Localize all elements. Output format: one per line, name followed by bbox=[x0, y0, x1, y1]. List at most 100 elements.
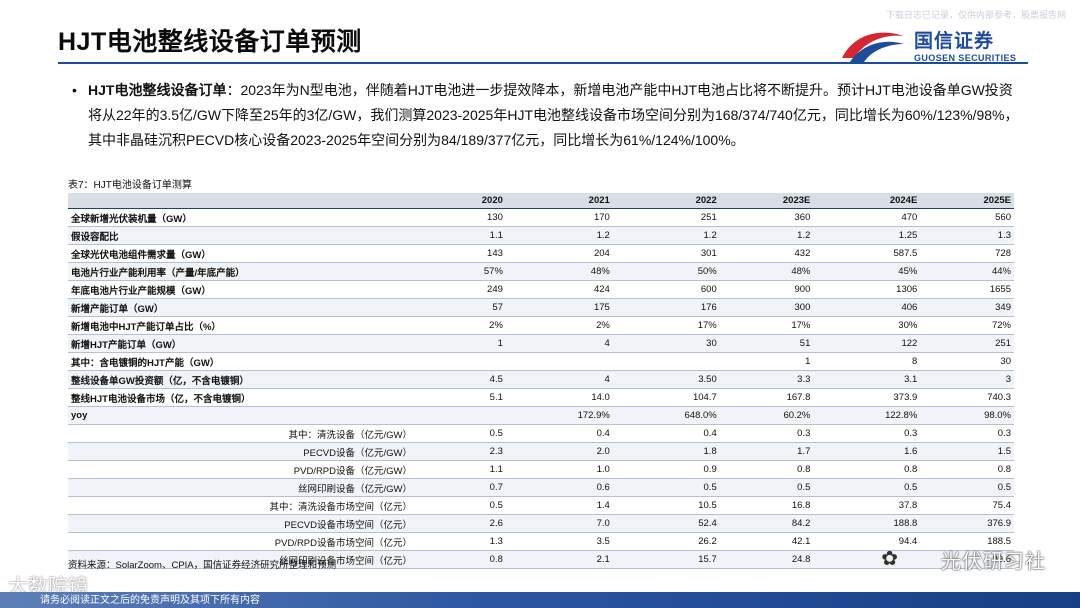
table-cell: 175 bbox=[505, 298, 613, 317]
row-label: 全球光伏电池组件需求量（GW） bbox=[68, 244, 430, 263]
table-cell bbox=[430, 352, 506, 371]
table-cell: 0.3 bbox=[719, 424, 814, 443]
header-cell: 2025E bbox=[920, 193, 1014, 209]
table-cell: 52.4 bbox=[612, 514, 720, 533]
table-cell: 600 bbox=[612, 280, 720, 299]
table-cell: 1655 bbox=[920, 280, 1014, 299]
table-cell: 60.2% bbox=[719, 406, 814, 425]
table-cell: 8 bbox=[813, 352, 921, 371]
row-label: 年底电池片行业产能规模（GW） bbox=[68, 280, 430, 299]
table-cell: 1.5 bbox=[920, 442, 1014, 461]
header-cell: 2023E bbox=[719, 193, 814, 209]
table-cell: 130 bbox=[430, 208, 506, 227]
table-row: 整线设备单GW投资额（亿，不含电镀铜） 4.5 4 3.50 3.3 3.1 3 bbox=[68, 370, 1014, 389]
table-cell: 2% bbox=[430, 316, 506, 335]
table-cell: 0.9 bbox=[612, 460, 720, 479]
table-row: 新增产能订单（GW） 57 175 176 300 406 349 bbox=[68, 298, 1014, 317]
table-cell: 143 bbox=[430, 244, 506, 263]
table-cell: 3.3 bbox=[719, 370, 814, 389]
table-cell: 104.7 bbox=[612, 388, 720, 407]
table-cell: 122 bbox=[813, 334, 921, 353]
header-cell bbox=[68, 193, 430, 209]
table-cell: 0.6 bbox=[505, 478, 613, 497]
table-cell: 204 bbox=[505, 244, 613, 263]
table-cell: 30 bbox=[920, 352, 1014, 371]
title-divider bbox=[58, 62, 1028, 64]
table-row: 其中：清洗设备市场空间（亿元） 0.5 1.4 10.5 16.8 37.8 75.4 bbox=[68, 496, 1014, 515]
table-cell: 7.0 bbox=[505, 514, 613, 533]
row-label: 整线HJT电池设备市场（亿，不含电镀铜） bbox=[68, 388, 430, 407]
table-cell: 0.5 bbox=[612, 478, 720, 497]
table-cell bbox=[813, 550, 921, 569]
table-cell: 251 bbox=[612, 208, 720, 227]
table-cell: 10.5 bbox=[612, 496, 720, 515]
table-row: yoy 172.9% 648.0% 60.2% 122.8% 98.0% bbox=[68, 406, 1014, 425]
table-cell: 44% bbox=[920, 262, 1014, 281]
table-cell: 900 bbox=[719, 280, 814, 299]
page-title: HJT电池整线设备订单预测 bbox=[58, 28, 362, 56]
header-cell: 2020 bbox=[430, 193, 506, 209]
row-label: PVD/RPD设备（亿元/GW） bbox=[68, 460, 430, 479]
bullet-dot-icon: • bbox=[72, 82, 77, 98]
table-row: 新增HJT产能订单（GW） 1 4 30 51 122 251 bbox=[68, 334, 1014, 353]
table-cell: 4 bbox=[505, 370, 613, 389]
row-label: PECVD设备（亿元/GW） bbox=[68, 442, 430, 461]
table-row: 全球光伏电池组件需求量（GW） 143 204 301 432 587.5 728 bbox=[68, 244, 1014, 263]
row-label: 整线设备单GW投资额（亿，不含电镀铜） bbox=[68, 370, 430, 389]
table-cell: 1 bbox=[719, 352, 814, 371]
table-cell: 48% bbox=[719, 262, 814, 281]
logo-name-en: GUOSEN SECURITIES bbox=[914, 53, 1017, 63]
table-row: PECVD设备（亿元/GW） 2.3 2.0 1.8 1.7 1.6 1.5 bbox=[68, 442, 1014, 461]
table-row: 其中：清洗设备（亿元/GW） 0.5 0.4 0.4 0.3 0.3 0.3 bbox=[68, 424, 1014, 443]
table-cell: 3.1 bbox=[813, 370, 921, 389]
table-cell: 15.7 bbox=[612, 550, 720, 569]
table-row: 假设容配比 1.1 1.2 1.2 1.2 1.25 1.3 bbox=[68, 226, 1014, 245]
table-cell: 188.8 bbox=[813, 514, 921, 533]
table-cell: 24.8 bbox=[719, 550, 814, 569]
table-source-note: 资料来源：SolarZoom、CPIA，国信证券经济研究所整理和预测 bbox=[68, 560, 337, 571]
row-label: 新增电池中HJT产能订单占比（%） bbox=[68, 316, 430, 335]
table-cell: 75.4 bbox=[920, 496, 1014, 515]
table-cell: 470 bbox=[813, 208, 921, 227]
table-cell: 0.5 bbox=[430, 424, 506, 443]
table-row: 年底电池片行业产能规模（GW） 249 424 600 900 1306 1655 bbox=[68, 280, 1014, 299]
table-cell: 0.8 bbox=[813, 460, 921, 479]
table-cell: 167.8 bbox=[719, 388, 814, 407]
guosen-logo-icon bbox=[842, 32, 904, 62]
table-cell: 51 bbox=[719, 334, 814, 353]
table-cell: 50% bbox=[612, 262, 720, 281]
table-cell bbox=[505, 352, 613, 371]
table-cell: 349 bbox=[920, 298, 1014, 317]
table-cell: 176 bbox=[612, 298, 720, 317]
table-cell: 1.6 bbox=[813, 442, 921, 461]
table-cell: 0.8 bbox=[920, 460, 1014, 479]
table-cell: 2.3 bbox=[430, 442, 506, 461]
table-cell: 45% bbox=[813, 262, 921, 281]
table-cell: 0.3 bbox=[920, 424, 1014, 443]
table-row: 其中：含电镀铜的HJT产能（GW） 1 8 30 bbox=[68, 352, 1014, 371]
table-cell: 432 bbox=[719, 244, 814, 263]
row-label: 全球新增光伏装机量（GW） bbox=[68, 208, 430, 227]
table-cell: 30 bbox=[612, 334, 720, 353]
table-cell: 188.5 bbox=[920, 532, 1014, 551]
table-row: 全球新增光伏装机量（GW） 130 170 251 360 470 560 bbox=[68, 208, 1014, 227]
table-cell: 72% bbox=[920, 316, 1014, 335]
table-cell: 16.8 bbox=[719, 496, 814, 515]
top-watermark: 下载日志已记录，仅供内部参考，股票报告网 bbox=[885, 10, 1066, 20]
table-cell: 0.5 bbox=[430, 496, 506, 515]
table-cell: 1.3 bbox=[430, 532, 506, 551]
table-cell: 5.1 bbox=[430, 388, 506, 407]
wechat-icon: ✿ bbox=[881, 548, 898, 570]
table-cell: 1.3 bbox=[920, 226, 1014, 245]
table-cell: 424 bbox=[505, 280, 613, 299]
table-cell: 0.7 bbox=[430, 478, 506, 497]
table-cell: 0.4 bbox=[505, 424, 613, 443]
table-row: 丝网印刷设备市场空间（亿元） 0.8 2.1 15.7 24.8 99.6 bbox=[68, 550, 1014, 569]
table-cell: 98.0% bbox=[920, 406, 1014, 425]
table-cell: 2.6 bbox=[430, 514, 506, 533]
table-cell: 0.8 bbox=[430, 550, 506, 569]
table-cell: 172.9% bbox=[505, 406, 613, 425]
row-label: 其中：清洗设备市场空间（亿元） bbox=[68, 496, 430, 515]
header-cell: 2024E bbox=[813, 193, 921, 209]
table-row: 电池片行业产能利用率（产量/年底产能） 57% 48% 50% 48% 45% 44% bbox=[68, 262, 1014, 281]
